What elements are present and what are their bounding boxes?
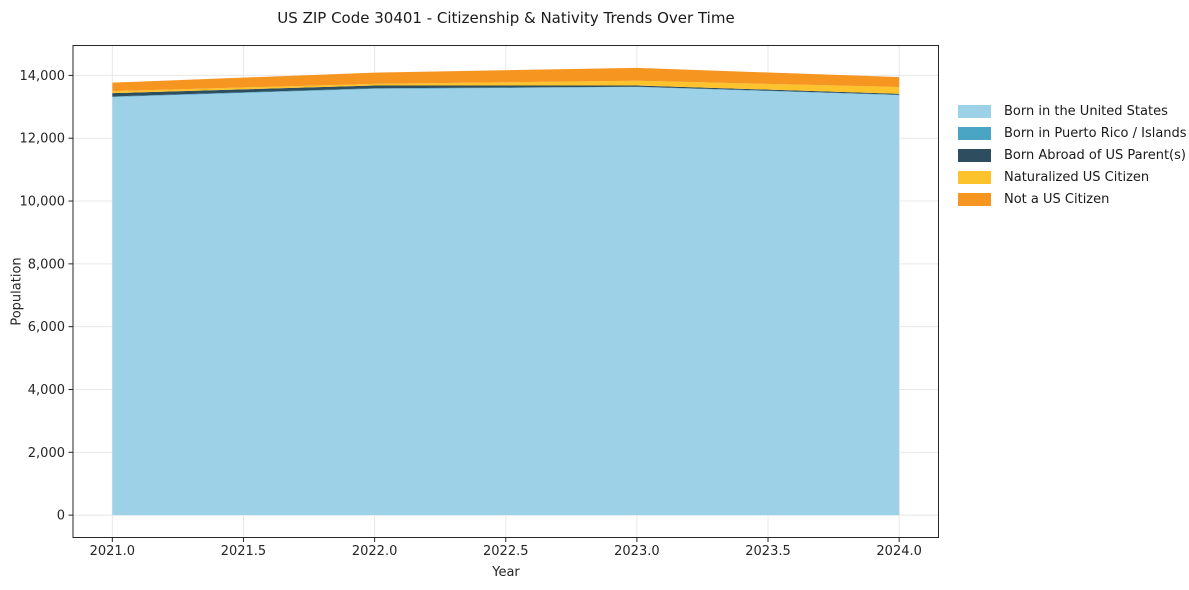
x-tick-label: 2023.0: [614, 544, 660, 559]
area-series-1: [112, 86, 900, 98]
y-tick-label: 2,000: [28, 446, 65, 461]
legend-label: Naturalized US Citizen: [1004, 169, 1150, 185]
x-tick-label: 2021.0: [90, 544, 136, 559]
x-tick-label: 2023.5: [745, 544, 791, 559]
area-series-2: [112, 85, 900, 97]
legend-label: Born Abroad of US Parent(s): [1004, 147, 1186, 163]
legend-item-4: Not a US Citizen: [958, 191, 1187, 207]
x-tick-label: 2022.5: [483, 544, 529, 559]
legend-item-1: Born in Puerto Rico / Islands: [958, 125, 1187, 141]
y-tick-label: 14,000: [20, 69, 66, 84]
chart-title: US ZIP Code 30401 - Citizenship & Nativi…: [277, 9, 735, 27]
legend-label: Not a US Citizen: [1004, 191, 1110, 207]
x-tick-label: 2022.0: [352, 544, 398, 559]
legend-item-3: Naturalized US Citizen: [958, 169, 1187, 185]
area-series-3: [112, 80, 900, 94]
x-tick-label: 2024.0: [876, 544, 922, 559]
y-tick-label: 6,000: [28, 320, 65, 335]
legend-item-2: Born Abroad of US Parent(s): [958, 147, 1187, 163]
y-tick-label: 0: [57, 509, 65, 524]
legend-swatch: [958, 126, 991, 140]
legend-swatch: [958, 104, 991, 118]
x-axis-label: Year: [492, 565, 520, 580]
legend-swatch: [958, 192, 991, 206]
y-tick-label: 12,000: [20, 132, 66, 147]
y-axis-label: Population: [9, 257, 25, 326]
y-tick-label: 10,000: [20, 195, 66, 210]
legend-item-0: Born in the United States: [958, 103, 1187, 119]
legend-swatch: [958, 148, 991, 162]
legend: Born in the United States Born in Puerto …: [958, 103, 1187, 207]
legend-swatch: [958, 170, 991, 184]
area-series-0: [112, 87, 900, 516]
y-tick-label: 4,000: [28, 383, 65, 398]
legend-label: Born in the United States: [1004, 103, 1168, 119]
x-tick-label: 2021.5: [221, 544, 267, 559]
legend-label: Born in Puerto Rico / Islands: [1004, 125, 1187, 141]
y-tick-label: 8,000: [28, 257, 65, 272]
area-series-4: [112, 67, 900, 92]
